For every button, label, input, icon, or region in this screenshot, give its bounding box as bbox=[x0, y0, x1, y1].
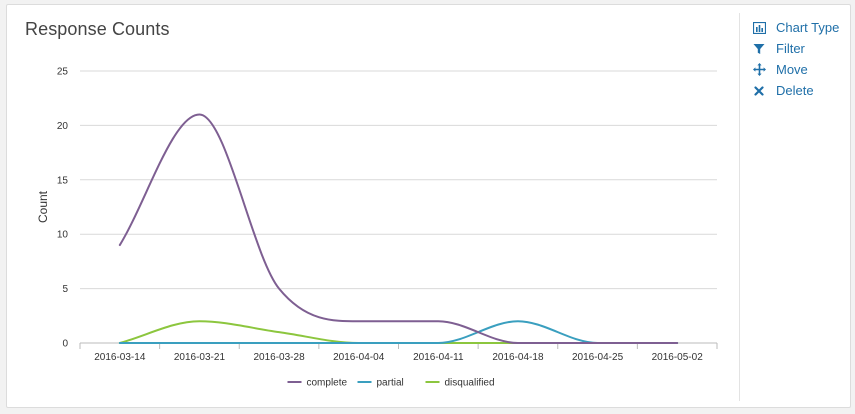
y-tick-label: 10 bbox=[57, 230, 69, 241]
move-icon bbox=[752, 63, 766, 77]
filter-label: Filter bbox=[776, 41, 805, 56]
x-tick-label: 2016-03-21 bbox=[174, 352, 226, 363]
line-chart: 0 5 10 15 20 25 2016-03-14 2016-03-21 2016-03-28… bbox=[36, 67, 718, 389]
chart-type-button[interactable]: Chart Type bbox=[752, 17, 839, 38]
series-line-disqualified bbox=[118, 320, 679, 345]
y-tick-label: 0 bbox=[62, 339, 68, 350]
filter-icon bbox=[752, 42, 766, 56]
filter-button[interactable]: Filter bbox=[752, 38, 839, 59]
x-tick-label: 2016-04-04 bbox=[333, 352, 385, 363]
chart-type-label: Chart Type bbox=[776, 20, 840, 35]
legend-label-disqualified: disqualified bbox=[445, 378, 495, 389]
y-tick-label: 15 bbox=[57, 175, 69, 186]
panel-divider bbox=[739, 13, 740, 401]
move-button[interactable]: Move bbox=[752, 59, 839, 80]
x-tick-label: 2016-05-02 bbox=[652, 352, 704, 363]
series-line-partial bbox=[118, 320, 679, 345]
delete-icon bbox=[752, 84, 766, 98]
y-tick-label: 20 bbox=[57, 121, 69, 132]
x-tick-label: 2016-03-14 bbox=[94, 352, 146, 363]
move-label: Move bbox=[776, 62, 808, 77]
x-tick-label: 2016-03-28 bbox=[253, 352, 305, 363]
legend-label-partial: partial bbox=[377, 378, 404, 389]
series-line-complete bbox=[118, 113, 679, 345]
delete-button[interactable]: Delete bbox=[752, 80, 839, 101]
chart-card: Response Counts Chart Type Filter bbox=[6, 4, 851, 408]
chart-title: Response Counts bbox=[25, 19, 170, 39]
y-tick-label: 5 bbox=[62, 284, 68, 295]
y-axis-label: Count bbox=[36, 190, 50, 223]
bar-chart-icon bbox=[752, 21, 766, 35]
chart-actions: Chart Type Filter Move bbox=[752, 17, 839, 101]
x-tick-label: 2016-04-25 bbox=[572, 352, 624, 363]
legend-label-complete: complete bbox=[307, 378, 348, 389]
x-tick-label: 2016-04-11 bbox=[413, 352, 464, 363]
x-tick-label: 2016-04-18 bbox=[492, 352, 544, 363]
y-tick-label: 25 bbox=[57, 67, 69, 78]
delete-label: Delete bbox=[776, 83, 814, 98]
